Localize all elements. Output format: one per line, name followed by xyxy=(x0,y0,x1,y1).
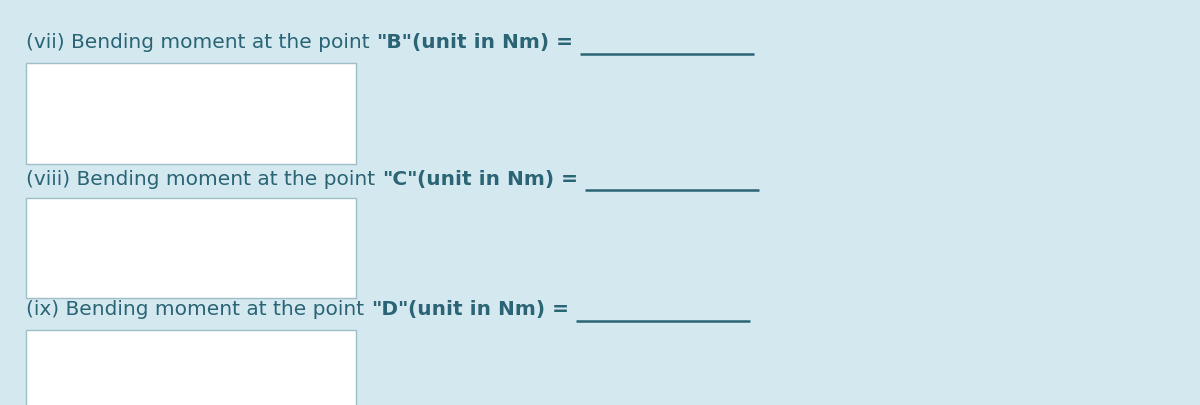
Text: (vii) Bending moment at the point: (vii) Bending moment at the point xyxy=(26,33,377,52)
Text: (viii) Bending moment at the point: (viii) Bending moment at the point xyxy=(26,170,382,188)
Text: "B": "B" xyxy=(377,33,413,52)
Text: (unit in Nm) =: (unit in Nm) = xyxy=(413,33,581,52)
Text: (ix) Bending moment at the point: (ix) Bending moment at the point xyxy=(26,301,371,319)
Text: (unit in Nm) =: (unit in Nm) = xyxy=(408,301,576,319)
Text: "C": "C" xyxy=(382,170,418,188)
Text: (unit in Nm) =: (unit in Nm) = xyxy=(418,170,586,188)
Text: "D": "D" xyxy=(371,301,408,319)
